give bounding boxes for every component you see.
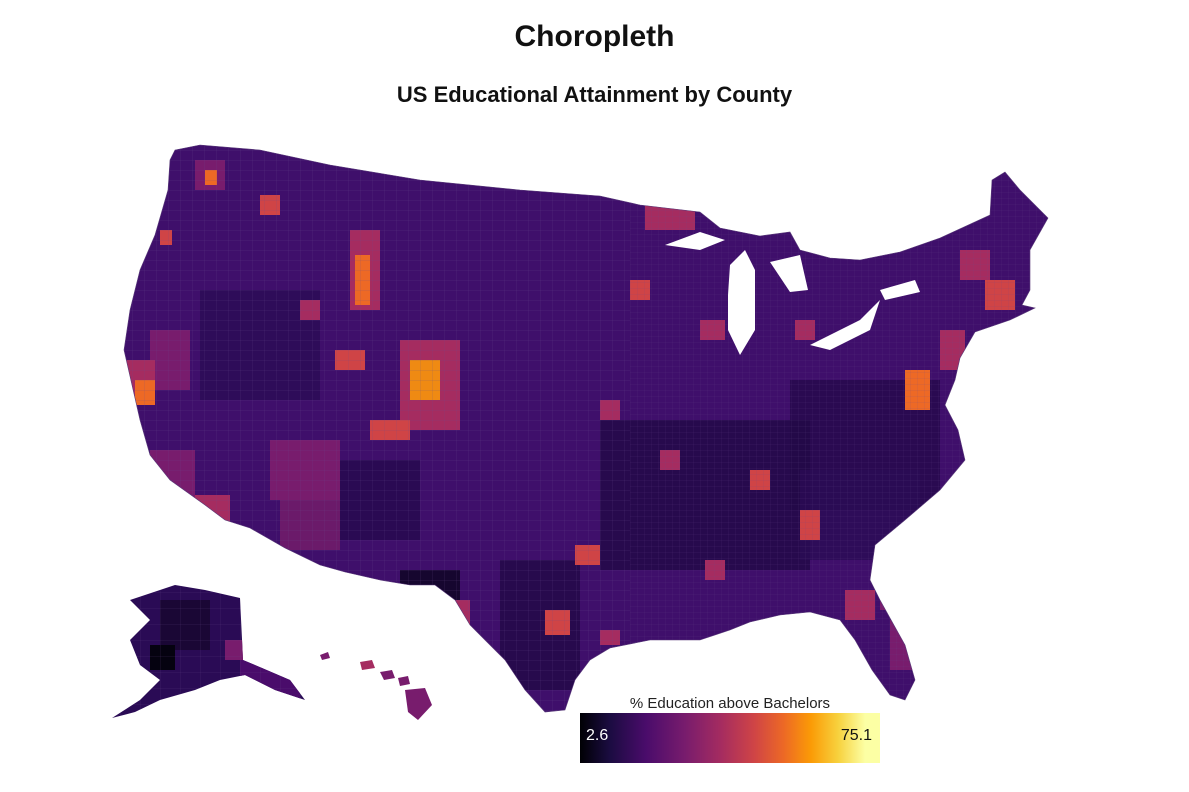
hawaii	[320, 652, 432, 720]
legend-color-bar: 2.6 75.1	[580, 713, 880, 763]
color-legend: % Education above Bachelors 2.6 75.1	[580, 695, 880, 763]
legend-min-label: 2.6	[586, 727, 609, 744]
great-lakes-cutout	[665, 232, 920, 355]
map-subtitle: US Educational Attainment by County	[396, 82, 793, 107]
contiguous-us	[123, 144, 1049, 713]
map-title: Choropleth	[514, 20, 675, 53]
alaska	[112, 585, 305, 718]
legend-title: % Education above Bachelors	[629, 695, 831, 712]
legend-max-label: 75.1	[840, 727, 872, 744]
